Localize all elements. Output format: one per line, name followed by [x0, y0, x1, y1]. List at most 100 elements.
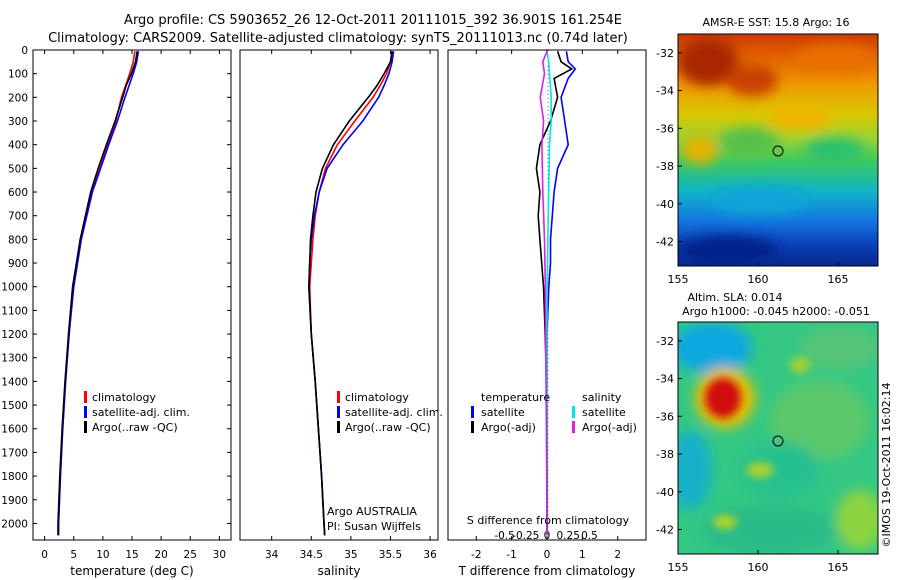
map-y-tick-label: -40: [656, 486, 674, 499]
depth-tick-label: 600: [8, 187, 28, 199]
map-y-tick-label: -42: [656, 235, 674, 248]
x-tick-label: -1: [506, 549, 516, 561]
salinity-axis: 34 34.5 35 35.5 36: [265, 50, 437, 561]
depth-tick-label: 1200: [1, 329, 28, 341]
sla-map-axes: 155 160 165 -32 -34 -36 -38 -40 -42: [656, 335, 848, 574]
temperature-series: [57, 51, 140, 536]
map-x-tick-label: 155: [668, 273, 689, 286]
depth-tick-label: 700: [8, 211, 28, 223]
legend-title-salinity: salinity: [582, 391, 622, 404]
depth-tick-label: 2000: [1, 518, 28, 530]
legend-swatch-argo: [84, 421, 87, 433]
map-x-tick-label: 165: [828, 273, 849, 286]
salinity-axis-label: salinity: [317, 564, 360, 578]
depth-tick-label: 1900: [1, 495, 28, 507]
map-y-tick-label: -34: [656, 373, 674, 386]
map-x-tick-label: 165: [828, 561, 849, 574]
series-line-argo-raw-qc-: [57, 51, 138, 536]
depth-tick-label: 200: [8, 92, 28, 104]
map-x-tick-label: 155: [668, 561, 689, 574]
t-difference-axis-label: T difference from climatology: [458, 564, 636, 578]
pi-annotation: PI: Susan Wijffels: [327, 520, 421, 533]
difference-series: [535, 50, 577, 536]
sst-field: [678, 34, 878, 266]
series-line-argo-raw-qc-: [308, 51, 393, 536]
map-y-tick-label: -36: [656, 410, 674, 423]
map-y-tick-label: -34: [656, 85, 674, 98]
x-tick-label: 35.5: [379, 549, 402, 561]
top-tick-label: 0.5: [581, 530, 598, 542]
map-x-tick-label: 160: [748, 273, 769, 286]
depth-tick-label: 1300: [1, 353, 28, 365]
x-tick-label: -2: [471, 549, 481, 561]
sst-map-frame: [677, 33, 879, 267]
legend-label-satellite: satellite-adj. clim.: [92, 406, 190, 419]
depth-tick-label: 300: [8, 116, 28, 128]
top-tick-label: -0.25: [512, 530, 539, 542]
t-difference-axis: -2 -1 0 1 2: [471, 50, 621, 561]
top-tick-label: 0.25: [557, 530, 580, 542]
temperature-axis-label: temperature (deg C): [70, 564, 193, 578]
depth-tick-label: 0: [21, 45, 28, 57]
x-tick-label: 1: [579, 549, 586, 561]
legend-title-temperature: temperature: [481, 391, 550, 404]
x-tick-label: 34: [265, 549, 279, 561]
sla-field: [678, 322, 878, 554]
legend-swatch-satellite: [337, 406, 340, 418]
x-tick-label: 34.5: [300, 549, 323, 561]
depth-tick-label: 1400: [1, 376, 28, 388]
argo-country-annotation: Argo AUSTRALIA: [327, 505, 417, 518]
salinity-diff-legend: salinity satellite Argo(-adj): [572, 391, 637, 434]
header-line-1: Argo profile: CS 5903652_26 12-Oct-2011 …: [124, 13, 622, 28]
temperature-diff-legend: temperature satellite Argo(-adj): [471, 391, 550, 434]
legend-swatch-satellite: [471, 406, 474, 418]
legend-label-climatology: climatology: [345, 391, 409, 404]
temperature-plot-frame: [32, 49, 232, 541]
depth-tick-label: 100: [8, 69, 28, 81]
x-tick-label: 10: [96, 549, 109, 561]
legend-label-climatology: climatology: [92, 391, 156, 404]
map-y-tick-label: -38: [656, 448, 674, 461]
map-y-tick-label: -32: [656, 47, 674, 60]
legend-swatch-argo-salinity: [572, 421, 575, 433]
s-difference-axis-label: S difference from climatology: [467, 514, 630, 527]
argo-position-marker: [772, 145, 784, 157]
depth-tick-label: 1600: [1, 424, 28, 436]
map-y-tick-label: -36: [656, 122, 674, 135]
map-y-tick-label: -38: [656, 160, 674, 173]
legend-label-argo: Argo(..raw -QC): [345, 421, 431, 434]
legend-swatch-argo: [337, 421, 340, 433]
legend-label-argo-salinity: Argo(-adj): [582, 421, 637, 434]
x-tick-label: 2: [614, 549, 621, 561]
depth-tick-label: 1700: [1, 447, 28, 459]
depth-tick-label: 400: [8, 140, 28, 152]
x-tick-label: 25: [184, 549, 197, 561]
x-tick-label: 0: [544, 549, 551, 561]
legend-label-argo: Argo(-adj): [481, 421, 536, 434]
temperature-axis: 0 5 10 15 20 25 30: [41, 50, 226, 561]
salinity-panel: 34 34.5 35 35.5 36 salinity climatology sate…: [239, 49, 443, 578]
legend-label-sat-salinity: satellite: [582, 406, 626, 419]
sst-map-title: AMSR-E SST: 15.8 Argo: 16: [702, 16, 849, 29]
map-y-tick-label: -42: [656, 523, 674, 536]
header-line-2: Climatology: CARS2009. Satellite-adjuste…: [48, 31, 628, 46]
x-tick-label: 15: [125, 549, 138, 561]
map-y-tick-label: -32: [656, 335, 674, 348]
sla-map-frame: [677, 321, 879, 555]
depth-tick-label: 800: [8, 234, 28, 246]
depth-tick-label: 900: [8, 258, 28, 270]
sst-map-axes: 155 160 165 -32 -34 -36 -38 -40 -42: [656, 47, 848, 286]
legend-swatch-sat-salinity: [572, 406, 575, 418]
legend-label-satellite: satellite-adj. clim.: [345, 406, 443, 419]
sla-map: Altim. SLA: 0.014 Argo h1000: -0.045 h20…: [656, 291, 879, 574]
salinity-series: [308, 51, 395, 536]
sla-map-subtitle: Argo h1000: -0.045 h2000: -0.051: [682, 305, 870, 318]
depth-tick-label: 1100: [1, 305, 28, 317]
depth-tick-label: 1000: [1, 282, 28, 294]
salinity-legend: climatology satellite-adj. clim. Argo(..…: [337, 391, 443, 434]
x-tick-label: 0: [41, 549, 48, 561]
legend-swatch-argo: [471, 421, 474, 433]
legend-swatch-climatology: [337, 391, 340, 403]
temperature-legend: climatology satellite-adj. clim. Argo(..…: [84, 391, 190, 434]
x-tick-label: 36: [423, 549, 437, 561]
